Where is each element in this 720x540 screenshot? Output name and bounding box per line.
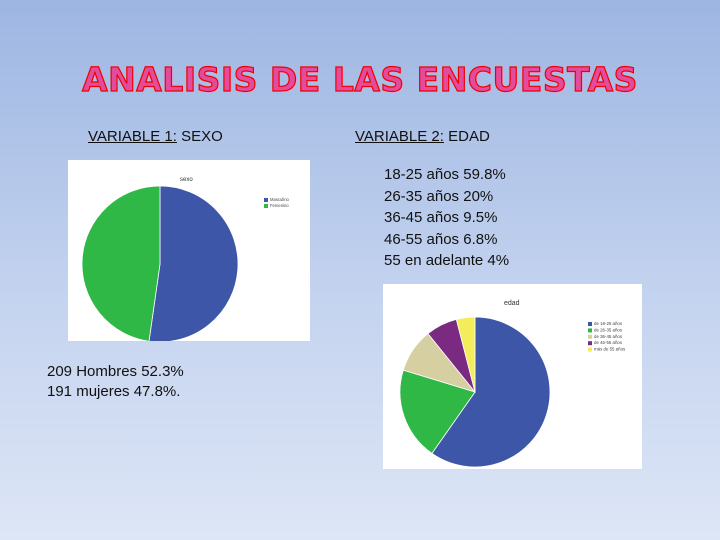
variable-1-name: SEXO — [181, 128, 223, 145]
variable-1-heading: VARIABLE 1: SEXO — [88, 128, 223, 145]
legend-swatch — [588, 341, 592, 346]
legend-swatch — [588, 347, 592, 352]
legend-label: de 46-55 años — [594, 340, 623, 345]
pie-slice-de-26-35-a-os — [399, 369, 476, 454]
legend-label: de 18-25 años — [594, 321, 623, 326]
legend-label: de 36-45 años — [594, 334, 623, 339]
chart-title: sexo — [180, 177, 193, 183]
legend-swatch — [588, 322, 592, 326]
legend-label: más de 55 años — [594, 347, 626, 352]
chart-title: edad — [504, 300, 520, 307]
pie-slice-femenino — [81, 185, 161, 342]
variable-1-label: VARIABLE 1: — [88, 128, 177, 145]
legend-label: Femenino — [270, 203, 289, 208]
pie-slice-de-18-25-a-os — [431, 316, 551, 468]
age-line: 55 en adelante 4% — [384, 252, 510, 269]
age-line: 18-25 años 59.8% — [384, 166, 506, 183]
sex-line: 191 mujeres 47.8%. — [47, 383, 181, 400]
legend-swatch — [264, 198, 268, 202]
slide-title: ANALISIS DE LAS ENCUESTAS — [81, 59, 638, 99]
age-summary: 18-25 años 59.8% 26-35 años 20% 36-45 añ… — [384, 164, 509, 272]
age-line: 36-45 años 9.5% — [384, 209, 498, 226]
legend-label: de 26-35 años — [594, 327, 623, 332]
sex-chart-frame: sexo Masculino Femenino — [68, 160, 310, 343]
age-chart-frame: edad de 18-25 años de 26-35 años de 36-45 … — [383, 284, 642, 469]
age-line: 46-55 años 6.8% — [384, 230, 498, 248]
age-line: 26-35 años 20% — [384, 187, 494, 205]
legend-label: Masculino — [270, 197, 290, 202]
pie-slice-m-s-de-55-a-os — [455, 316, 476, 393]
variable-2-label: VARIABLE 2: — [355, 128, 444, 145]
variable-2-heading: VARIABLE 2: EDAD — [355, 128, 490, 145]
variable-2-name: EDAD — [448, 128, 490, 145]
legend-swatch — [264, 204, 268, 208]
legend-swatch — [588, 328, 592, 333]
sex-summary: 209 Hombres 52.3% 191 mujeres 47.8%. — [47, 362, 184, 402]
legend-swatch — [588, 334, 592, 339]
pie-slice-masculino — [148, 185, 239, 343]
sex-line: 209 Hombres 52.3% — [47, 363, 184, 380]
